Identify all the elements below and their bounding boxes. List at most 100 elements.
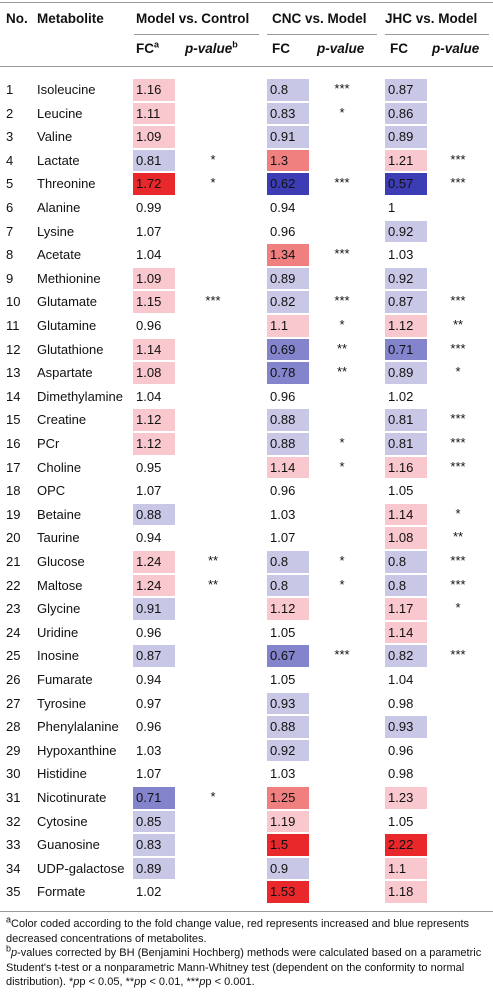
table-row: 35 Formate 1.02 1.53 1.18 xyxy=(0,880,493,904)
fc-value: 1.16 xyxy=(136,82,162,97)
significance-stars xyxy=(322,715,362,739)
table-row: 3 Valine 1.09 0.91 0.89 xyxy=(0,125,493,149)
fc-color-cell xyxy=(385,621,427,644)
significance-stars xyxy=(438,267,478,291)
fc-color-cell xyxy=(267,574,309,597)
fc-value: 1.53 xyxy=(270,884,296,900)
metabolite-name: Dimethylamine xyxy=(37,388,123,404)
fc-value: 0.99 xyxy=(136,200,162,215)
fc-color-cell xyxy=(133,409,175,431)
fc-value: 1.03 xyxy=(270,766,296,782)
significance-stars xyxy=(193,880,233,904)
fc-color-cell xyxy=(385,857,427,880)
metabolite-name: Leucine xyxy=(37,105,83,121)
fc-value: 0.57 xyxy=(388,176,414,192)
fc-value: 0.71 xyxy=(136,790,162,805)
significance-stars xyxy=(438,739,478,763)
row-number: 29 xyxy=(6,742,21,758)
fc-value: 1.23 xyxy=(388,790,414,805)
fc-value: 0.71 xyxy=(388,341,414,357)
fc-value: 0.8 xyxy=(388,554,407,569)
footnote-b: bp-values corrected by BH (Benjamini Hoc… xyxy=(6,943,482,988)
fc-value: 0.83 xyxy=(136,837,162,853)
table-row: 12 Glutathione 1.14 0.69 ** 0.71 *** xyxy=(0,338,493,362)
fc-value: 1.25 xyxy=(270,790,296,805)
metabolite-name: Nicotinurate xyxy=(37,790,107,805)
table-row: 14 Dimethylamine 1.04 0.96 1.02 xyxy=(0,385,493,409)
fc-value: 1.03 xyxy=(270,506,296,522)
significance-stars xyxy=(193,456,233,480)
fc-value: 0.88 xyxy=(136,506,162,522)
fc-color-cell xyxy=(385,409,427,431)
significance-stars: * xyxy=(210,151,216,167)
metabolite-name: Taurine xyxy=(37,530,80,546)
fc-color-cell xyxy=(133,362,175,384)
fc-color-cell xyxy=(385,315,427,337)
significance-stars xyxy=(193,833,233,857)
table-row: 15 Creatine 1.12 0.88 0.81 *** xyxy=(0,408,493,432)
fc-value: 0.92 xyxy=(388,270,414,286)
fc-value: 0.96 xyxy=(388,742,414,758)
row-number: 5 xyxy=(6,176,14,192)
fc-value: 0.81 xyxy=(388,412,414,428)
significance-stars xyxy=(193,692,233,716)
fc-value: 0.98 xyxy=(388,766,414,782)
fc-value: 1.14 xyxy=(270,459,296,475)
significance-stars xyxy=(438,479,478,503)
significance-stars xyxy=(322,692,362,716)
fc-color-cell xyxy=(133,433,175,455)
fc-value: 1.07 xyxy=(136,766,162,782)
metabolite-name: Choline xyxy=(37,459,82,475)
row-number: 17 xyxy=(6,459,21,475)
significance-stars: *** xyxy=(450,411,466,427)
significance-stars xyxy=(193,597,233,621)
significance-stars xyxy=(322,503,362,527)
row-number: 32 xyxy=(6,813,21,829)
fc-color-cell xyxy=(267,645,309,667)
table-bottom-rule xyxy=(0,911,493,912)
metabolite-name: Fumarate xyxy=(37,672,93,687)
fc-color-cell xyxy=(267,126,309,148)
significance-stars: *** xyxy=(450,458,466,474)
row-number: 23 xyxy=(6,601,21,617)
significance-stars: ** xyxy=(452,317,464,332)
metabolite-name: Aspartate xyxy=(37,365,93,381)
fc-value: 0.92 xyxy=(270,742,296,758)
table-row: 26 Fumarate 0.94 1.05 1.04 xyxy=(0,668,493,692)
row-number: 18 xyxy=(6,483,21,499)
significance-stars xyxy=(438,621,478,645)
significance-stars xyxy=(438,833,478,857)
fc-value: 1.24 xyxy=(136,554,162,569)
significance-stars xyxy=(438,125,478,149)
significance-stars: *** xyxy=(334,81,350,96)
fc-color-cell xyxy=(267,149,309,172)
fc-color-cell xyxy=(267,739,309,762)
fc-value: 0.87 xyxy=(388,294,414,310)
fc-color-cell xyxy=(267,433,309,455)
significance-stars xyxy=(438,78,478,102)
significance-stars xyxy=(193,715,233,739)
fc-value: 0.82 xyxy=(270,294,296,310)
fc-value: 0.88 xyxy=(270,436,296,451)
significance-stars xyxy=(438,385,478,409)
significance-stars: *** xyxy=(450,435,466,450)
fc-value: 1.09 xyxy=(136,129,162,145)
metabolite-name: Glutamate xyxy=(37,294,97,310)
significance-stars xyxy=(322,597,362,621)
significance-stars xyxy=(438,762,478,786)
row-number: 11 xyxy=(6,318,20,333)
significance-stars: * xyxy=(455,364,461,380)
fc-value: 1.17 xyxy=(388,601,414,617)
fc-value: 0.8 xyxy=(270,577,289,593)
significance-stars: * xyxy=(339,104,345,120)
fc-color-cell xyxy=(133,574,175,597)
fc-value: 1.02 xyxy=(388,388,414,404)
fc-value: 1.05 xyxy=(270,672,296,687)
fc-value: 0.85 xyxy=(136,813,162,829)
metabolite-name: Cytosine xyxy=(37,813,88,829)
fc-color-cell xyxy=(385,574,427,597)
significance-stars xyxy=(193,338,233,362)
table-row: 9 Methionine 1.09 0.89 0.92 xyxy=(0,267,493,291)
fc-color-cell xyxy=(385,645,427,667)
table-row: 8 Acetate 1.04 1.34 *** 1.03 xyxy=(0,243,493,267)
